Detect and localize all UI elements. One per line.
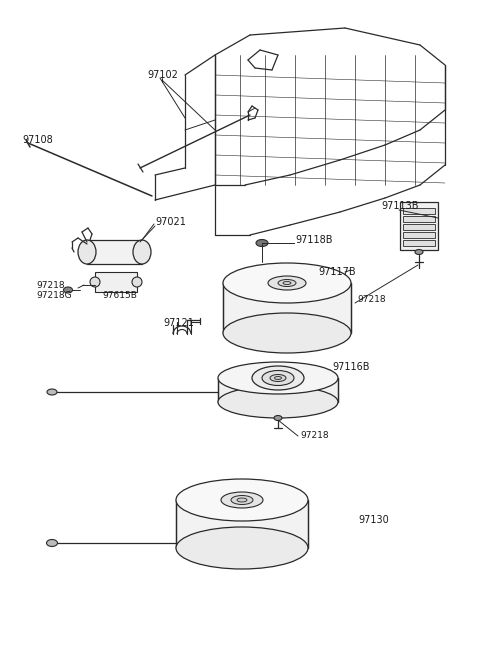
Bar bbox=[403, 216, 435, 222]
Bar bbox=[403, 232, 435, 238]
Ellipse shape bbox=[237, 498, 247, 502]
Text: 97118B: 97118B bbox=[295, 235, 333, 245]
Ellipse shape bbox=[274, 415, 282, 420]
Text: 97218: 97218 bbox=[36, 281, 65, 290]
Text: 97130: 97130 bbox=[358, 515, 389, 525]
Ellipse shape bbox=[221, 492, 263, 508]
Ellipse shape bbox=[252, 366, 304, 390]
Ellipse shape bbox=[132, 277, 142, 287]
Ellipse shape bbox=[268, 276, 306, 290]
Text: 97021: 97021 bbox=[155, 217, 186, 227]
Ellipse shape bbox=[47, 389, 57, 395]
Bar bbox=[223, 283, 351, 333]
Ellipse shape bbox=[415, 250, 423, 254]
Ellipse shape bbox=[218, 386, 338, 418]
Ellipse shape bbox=[223, 263, 351, 303]
Ellipse shape bbox=[218, 362, 338, 394]
Bar bbox=[95, 272, 137, 292]
Text: 97102: 97102 bbox=[147, 70, 178, 80]
Text: 97218: 97218 bbox=[300, 432, 329, 440]
Bar bbox=[403, 224, 435, 230]
Ellipse shape bbox=[78, 240, 96, 264]
Bar bbox=[87, 240, 142, 264]
Bar bbox=[400, 202, 438, 250]
Bar bbox=[218, 378, 338, 402]
Ellipse shape bbox=[278, 279, 296, 286]
Ellipse shape bbox=[262, 371, 294, 386]
Bar bbox=[403, 208, 435, 214]
Text: 97121: 97121 bbox=[163, 318, 194, 328]
Ellipse shape bbox=[283, 281, 291, 284]
Text: 97113B: 97113B bbox=[381, 201, 419, 211]
Ellipse shape bbox=[47, 539, 58, 547]
Text: 97108: 97108 bbox=[22, 135, 53, 145]
Bar bbox=[176, 500, 308, 548]
Ellipse shape bbox=[176, 479, 308, 521]
Text: 97218G: 97218G bbox=[36, 292, 72, 300]
Ellipse shape bbox=[231, 495, 253, 505]
Ellipse shape bbox=[270, 374, 286, 382]
Text: 97615B: 97615B bbox=[102, 292, 137, 300]
Ellipse shape bbox=[275, 376, 281, 380]
Text: 97117B: 97117B bbox=[318, 267, 356, 277]
Text: 97218: 97218 bbox=[357, 296, 385, 304]
Bar bbox=[403, 240, 435, 246]
Ellipse shape bbox=[223, 313, 351, 353]
Ellipse shape bbox=[256, 240, 268, 246]
Ellipse shape bbox=[133, 240, 151, 264]
Ellipse shape bbox=[176, 527, 308, 569]
Ellipse shape bbox=[63, 287, 72, 293]
Ellipse shape bbox=[90, 277, 100, 287]
Text: 97116B: 97116B bbox=[332, 362, 370, 372]
